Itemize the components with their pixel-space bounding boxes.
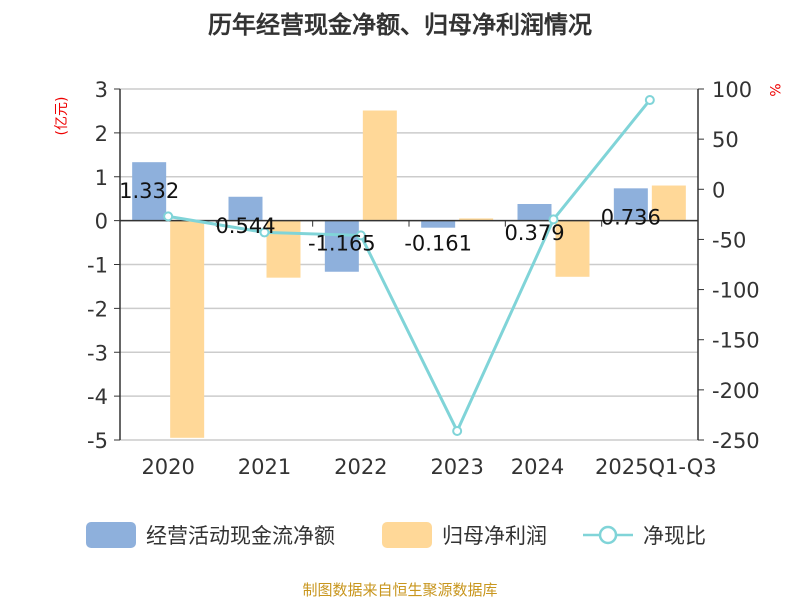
net-profit-bar — [362, 110, 397, 221]
left-tick-label: 3 — [95, 78, 108, 102]
right-tick-label: -150 — [712, 329, 760, 353]
net-profit-bar — [170, 220, 205, 438]
ratio-line — [167, 99, 652, 435]
x-tick-label: 2023 — [430, 455, 483, 479]
cashflow-bar — [517, 203, 552, 221]
x-tick-label: 2021 — [238, 455, 291, 479]
cashflow-bar — [324, 220, 359, 272]
ratio-point — [548, 214, 559, 225]
right-tick-label: -100 — [712, 279, 760, 303]
legend-label-net-profit[interactable]: 归母净利润 — [442, 524, 547, 548]
left-tick-label: -3 — [87, 341, 108, 365]
cashflow-data-label: 0.379 — [504, 221, 564, 245]
cashflow-data-label: -1.165 — [308, 232, 376, 256]
x-tick-label: 2020 — [141, 455, 194, 479]
net-profit-bar — [266, 220, 301, 278]
left-tick-label: 0 — [95, 210, 108, 234]
cashflow-bar — [613, 188, 648, 221]
right-tick-label: 0 — [712, 178, 725, 202]
ratio-point — [452, 425, 463, 436]
left-tick-label: 1 — [95, 166, 108, 190]
chart-title: 历年经营现金净额、归母净利润情况 — [208, 11, 592, 39]
right-tick-label: 100 — [712, 78, 752, 102]
left-tick-label: -5 — [87, 429, 108, 453]
cashflow-data-label: 1.332 — [119, 179, 179, 203]
x-tick-label: 2024 — [511, 455, 564, 479]
cashflow-data-label: 0.544 — [215, 214, 275, 238]
right-tick-label: -50 — [712, 228, 746, 252]
cashflow-data-label: 0.736 — [601, 205, 661, 229]
net-profit-bar — [555, 220, 590, 277]
left-tick-label: -4 — [87, 385, 108, 409]
cashflow-bar — [228, 196, 263, 221]
net-profit-bar — [651, 185, 686, 221]
cashflow-bar — [421, 220, 456, 228]
net-profit-bar — [459, 218, 494, 221]
cashflow-bar — [132, 162, 167, 221]
legend-swatch-net-profit — [382, 522, 432, 548]
right-tick-label: -250 — [712, 429, 760, 453]
left-axis-label: (亿元) — [54, 97, 70, 136]
right-tick-label: 50 — [712, 128, 739, 152]
left-tick-label: -1 — [87, 254, 108, 278]
cashflow-data-label: -0.161 — [404, 232, 472, 256]
right-axis-label: % — [766, 83, 782, 96]
legend-label-cashflow[interactable]: 经营活动现金流净额 — [146, 524, 335, 548]
legend-swatch-cashflow — [86, 522, 136, 548]
x-tick-label: 2022 — [334, 455, 387, 479]
ratio-point — [644, 95, 655, 106]
legend-marker-ratio — [598, 525, 618, 545]
ratio-point — [259, 227, 270, 238]
right-tick-label: -200 — [712, 379, 760, 403]
left-tick-label: 2 — [95, 122, 108, 146]
ratio-point — [355, 230, 366, 241]
source-note: 制图数据来自恒生聚源数据库 — [302, 581, 497, 599]
left-tick-label: -2 — [87, 297, 108, 321]
x-tick-label: 2025Q1-Q3 — [595, 455, 717, 479]
ratio-point — [163, 211, 174, 222]
legend-label-ratio[interactable]: 净现比 — [643, 524, 706, 548]
